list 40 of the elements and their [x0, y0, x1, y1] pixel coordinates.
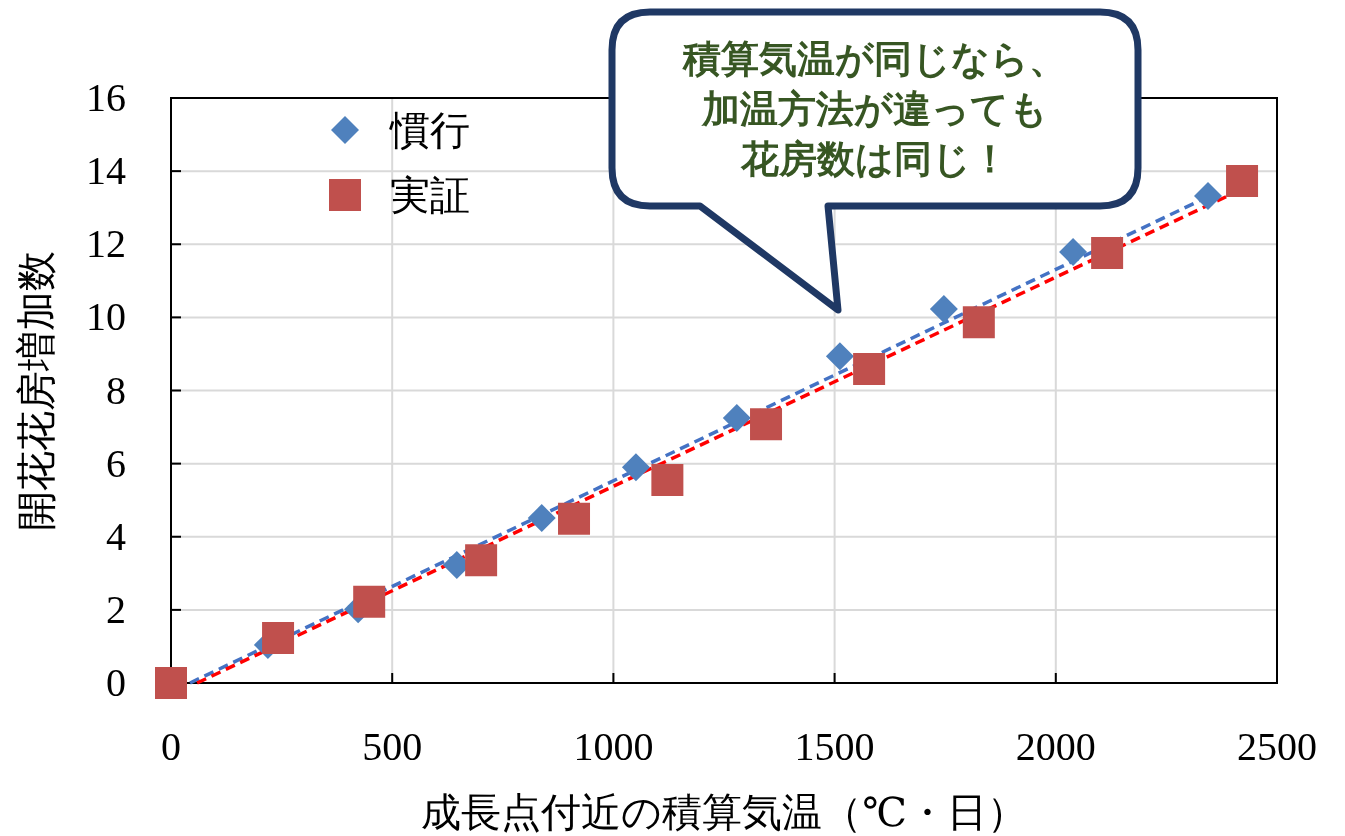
point [1091, 237, 1124, 270]
point [1059, 237, 1088, 266]
point [1226, 165, 1259, 197]
annotation: 花房数は同じ！ [740, 137, 1009, 181]
y-tick-label: 12 [86, 221, 126, 267]
x-tick-label: 1500 [794, 724, 875, 769]
point [651, 464, 684, 497]
y-axis-title: 開花花房増加数 [14, 250, 59, 531]
annotation: 加温方法が違っても [701, 87, 1048, 131]
legend-label: 実証 [390, 173, 470, 218]
x-tick-label: 500 [362, 724, 423, 769]
y-tick-label: 0 [106, 660, 126, 705]
x-tick-label: 1000 [573, 724, 654, 769]
point [262, 622, 295, 655]
point [558, 502, 591, 535]
y-tick-label: 8 [106, 367, 126, 413]
point [750, 408, 783, 441]
y-tick-label: 4 [106, 513, 126, 559]
text: 積算気温が同じなら、 [682, 37, 1067, 81]
y-tick-label: 2 [106, 586, 126, 632]
point [825, 342, 854, 371]
x-axis-title: 成長点付近の積算気温（℃・日） [421, 790, 1027, 835]
y-tick-label: 10 [86, 294, 126, 340]
point [353, 585, 386, 618]
point [465, 544, 498, 577]
point [155, 667, 187, 699]
point [1193, 181, 1222, 210]
y-tick-label: 16 [86, 75, 126, 120]
x-tick-label: 0 [161, 724, 181, 769]
x-tick-label: 2500 [1237, 724, 1317, 769]
legend-label: 慣行 [389, 108, 470, 153]
x-tick-label: 2000 [1015, 724, 1096, 769]
y-tick-label: 14 [86, 148, 126, 194]
point [929, 294, 958, 323]
point [853, 352, 886, 385]
point [722, 403, 751, 432]
point [962, 306, 995, 339]
y-tick-label: 6 [106, 440, 126, 486]
point [621, 453, 650, 482]
point [527, 504, 556, 533]
